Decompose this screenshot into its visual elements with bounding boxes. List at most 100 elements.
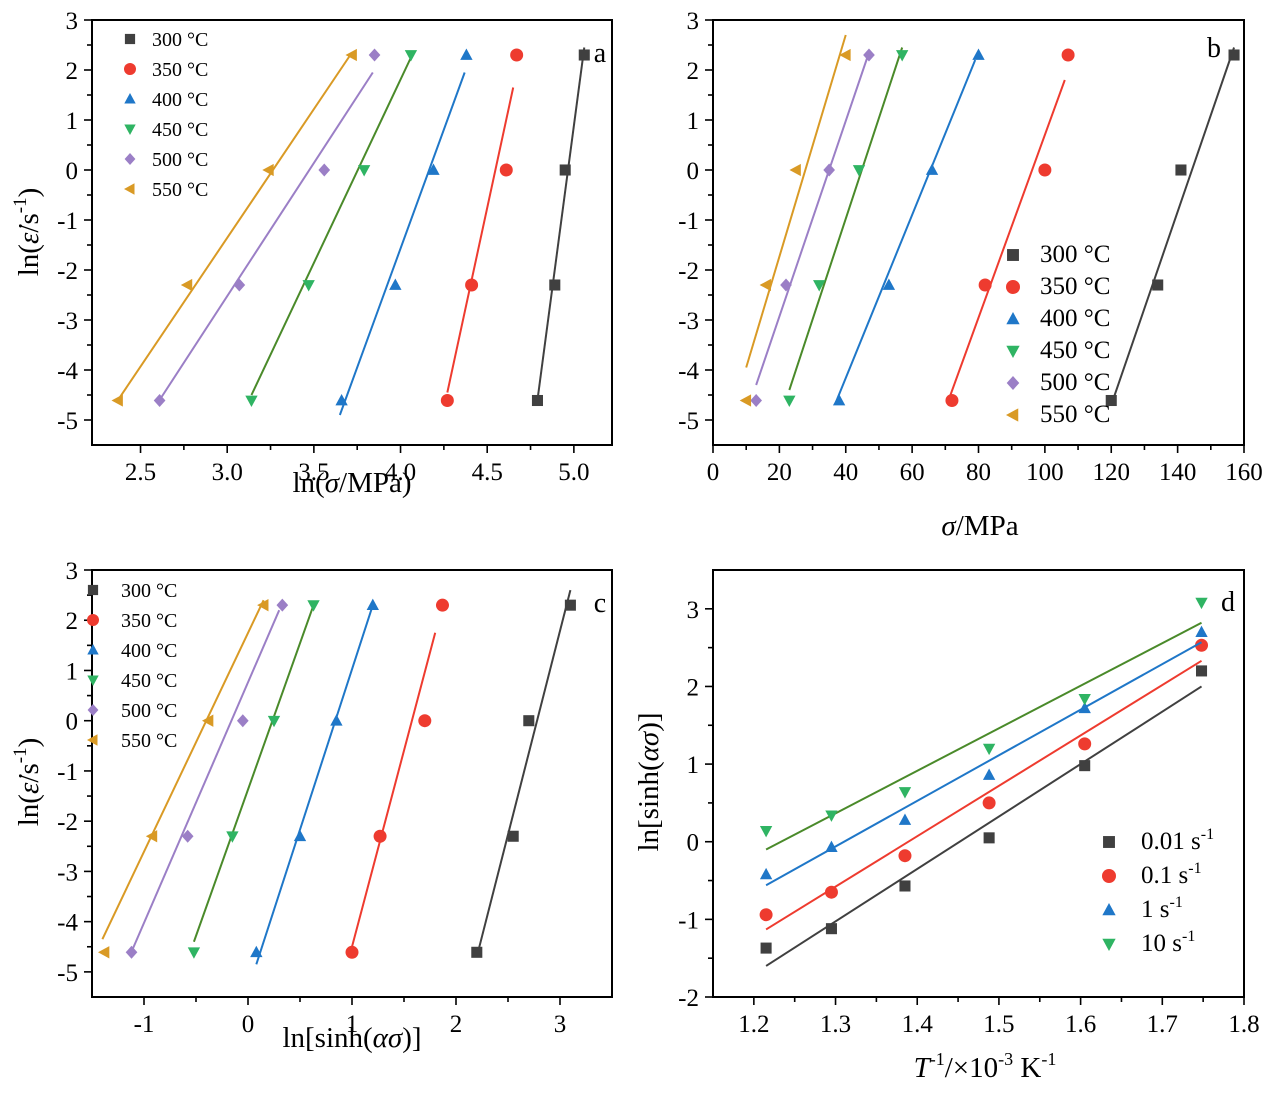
data-point <box>318 163 331 177</box>
y-tick-label: -1 <box>57 759 78 786</box>
legend-label: 1 s-1 <box>1141 894 1183 923</box>
y-tick-label: 0 <box>687 158 700 185</box>
data-point <box>825 810 838 822</box>
panel-letter: a <box>594 38 607 69</box>
y-tick-label: 2 <box>687 674 700 701</box>
data-point <box>780 278 792 292</box>
data-point <box>1152 279 1164 291</box>
data-point <box>389 278 402 290</box>
data-point <box>895 50 909 62</box>
data-point <box>236 714 249 728</box>
legend-label: 300 °C <box>1040 241 1110 268</box>
series-3 <box>832 48 985 406</box>
data-point <box>357 165 371 177</box>
y-tick-label: 1 <box>687 108 700 135</box>
data-point <box>945 394 959 407</box>
x-tick-label: 2 <box>450 1011 463 1038</box>
panel-letter: b <box>1207 33 1221 64</box>
legend-marker <box>87 675 99 686</box>
series-3 <box>250 598 379 965</box>
y-tick-label: 0 <box>66 709 79 736</box>
series-3 <box>759 625 1208 887</box>
data-point <box>982 796 996 810</box>
data-point <box>759 825 773 838</box>
legend-label: 550 °C <box>1040 401 1110 428</box>
x-tick-label: 4.0 <box>385 459 416 486</box>
series-4 <box>187 600 320 959</box>
x-tick-label: 3.0 <box>212 459 243 486</box>
legend-marker <box>124 63 136 75</box>
y-tick-label: -1 <box>57 208 78 235</box>
y-tick-label: -5 <box>678 408 699 435</box>
fit-line <box>947 79 1066 401</box>
fit-line <box>250 57 412 396</box>
fit-line <box>788 47 904 391</box>
legend-label: 450 °C <box>152 119 208 141</box>
data-point <box>898 787 912 799</box>
legend-label: 400 °C <box>1040 305 1110 332</box>
fit-line <box>765 659 1203 931</box>
data-point <box>760 942 772 954</box>
x-axis-title: ln(σ/MPa) <box>292 467 411 499</box>
series-1 <box>1105 47 1240 407</box>
legend-label: 500 °C <box>1040 369 1110 396</box>
data-point <box>739 394 752 407</box>
data-point <box>245 395 258 407</box>
data-point <box>262 163 274 177</box>
legend-marker <box>1102 903 1116 916</box>
data-point <box>1195 638 1209 652</box>
x-tick-label: 140 <box>1159 459 1197 486</box>
data-point <box>427 163 440 175</box>
x-tick-label: 0 <box>707 459 720 486</box>
legend-label: 350 °C <box>1040 273 1110 300</box>
legend-marker <box>1102 869 1116 883</box>
series-2 <box>759 638 1209 931</box>
legend-label: 300 °C <box>152 29 208 51</box>
data-point <box>1078 694 1091 706</box>
legend-label: 350 °C <box>152 59 208 81</box>
legend-marker <box>87 644 99 655</box>
legend-label: 500 °C <box>152 149 208 171</box>
y-tick-label: -1 <box>678 208 699 235</box>
series-2 <box>345 598 449 959</box>
legend-label: 550 °C <box>152 179 208 201</box>
x-tick-label: 1 <box>346 1011 359 1038</box>
fit-line <box>745 34 847 368</box>
data-point <box>783 395 796 407</box>
y-tick-label: 3 <box>687 8 700 35</box>
y-tick-label: -2 <box>57 809 78 836</box>
data-point <box>97 946 110 959</box>
legend-marker <box>1006 376 1020 390</box>
legend-marker <box>87 614 99 626</box>
series-6 <box>97 598 269 959</box>
data-point <box>898 813 912 825</box>
series-5 <box>153 48 381 407</box>
data-point <box>293 829 307 842</box>
data-point <box>180 278 193 292</box>
legend-marker <box>87 734 98 746</box>
x-tick-label: 1.4 <box>902 1011 934 1038</box>
data-point <box>825 840 838 853</box>
data-point <box>125 945 138 959</box>
x-tick-label: 20 <box>767 459 792 486</box>
fit-line <box>338 72 466 416</box>
legend-marker <box>1006 280 1020 294</box>
data-point <box>250 945 263 958</box>
data-point <box>824 885 838 899</box>
legend-marker <box>124 153 136 165</box>
plot-frame <box>91 569 613 998</box>
series-1 <box>760 665 1208 967</box>
data-point <box>1078 737 1092 751</box>
y-axis-title: ln(ε̇/s-1) <box>10 188 45 277</box>
legend: 0.01 s-1 0.1 s-1 1 s-1 10 s-1 <box>1102 826 1214 957</box>
x-tick-label: 1.2 <box>738 1011 769 1038</box>
data-point <box>366 598 379 611</box>
legend-label: 0.1 s-1 <box>1141 860 1202 889</box>
legend-marker <box>124 93 136 104</box>
data-point <box>823 163 836 177</box>
data-point <box>1105 394 1117 407</box>
data-point <box>1038 163 1052 177</box>
data-point <box>233 278 246 292</box>
legend-marker <box>124 33 136 45</box>
data-point <box>465 278 479 292</box>
